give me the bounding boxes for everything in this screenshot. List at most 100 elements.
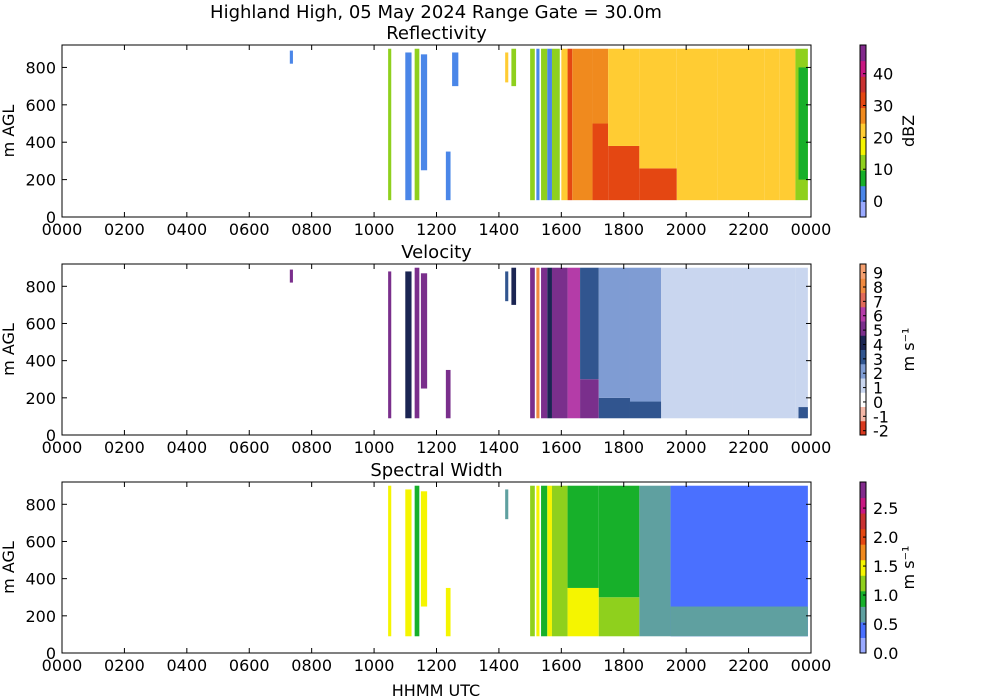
y-axis-label: m AGL xyxy=(0,105,18,158)
heatmap-cell xyxy=(592,123,609,201)
colorbar-segment xyxy=(860,292,866,308)
x-tick-label: 0400 xyxy=(166,656,207,675)
heatmap-cell xyxy=(530,48,535,201)
colorbar-label: m s⁻¹ xyxy=(899,546,918,590)
x-tick-label: 0200 xyxy=(104,220,145,239)
heatmap-cell xyxy=(414,267,420,419)
heatmap-cell xyxy=(536,267,540,419)
heatmap-cells xyxy=(289,267,808,419)
heatmap-cell xyxy=(414,48,420,201)
x-tick-label: 0800 xyxy=(291,438,332,457)
x-tick-label: 0600 xyxy=(229,220,270,239)
colorbar-segment xyxy=(860,201,866,218)
colorbar-segment xyxy=(860,606,866,623)
colorbar-tick-label: 30 xyxy=(873,97,893,116)
colorbar-tick-label: 5 xyxy=(873,321,883,340)
y-tick-label: 600 xyxy=(25,314,56,333)
colorbar-segment xyxy=(860,621,866,638)
heatmap-cell xyxy=(608,48,640,146)
colorbar-segment xyxy=(860,123,866,140)
colorbar-tick-label: 6 xyxy=(873,307,883,326)
y-tick-label: 200 xyxy=(25,389,56,408)
heatmap-cell xyxy=(717,48,765,201)
y-tick-label: 0 xyxy=(46,426,56,445)
heatmap-cell xyxy=(547,48,552,201)
x-tick-label: 2200 xyxy=(728,656,769,675)
heatmap-cell xyxy=(598,485,640,598)
x-tick-label: 0400 xyxy=(166,438,207,457)
colorbar-segment xyxy=(860,335,866,350)
colorbar-tick-label: 1 xyxy=(873,379,883,398)
heatmap-cell xyxy=(670,606,808,637)
colorbar-segment xyxy=(860,497,866,514)
heatmap-cell xyxy=(388,48,392,201)
x-tick-label: 0600 xyxy=(229,438,270,457)
heatmap-cell xyxy=(405,52,412,201)
colorbar-segment xyxy=(860,513,866,530)
heatmap-cell xyxy=(567,587,599,637)
x-tick-label: 1800 xyxy=(603,220,644,239)
heatmap-cell xyxy=(414,485,420,637)
colorbar-segment xyxy=(860,107,866,124)
colorbar-segment xyxy=(860,264,866,279)
heatmap-cell xyxy=(580,267,599,380)
heatmap-cell xyxy=(798,67,808,180)
y-tick-label: 400 xyxy=(25,133,56,152)
y-tick-label: 400 xyxy=(25,570,56,589)
heatmap-cells xyxy=(289,48,808,201)
y-axis-label: m AGL xyxy=(0,541,18,594)
heatmap-cell xyxy=(536,485,540,637)
x-tick-label: 0000 xyxy=(791,438,832,457)
colorbar-segment xyxy=(860,60,866,77)
x-tick-label: 0800 xyxy=(291,656,332,675)
heatmap-cell xyxy=(676,48,718,201)
colorbar-segment xyxy=(860,349,866,365)
heatmap-cell xyxy=(639,485,671,637)
colorbar-tick-label: 0 xyxy=(873,192,883,211)
x-tick-label: 2000 xyxy=(666,656,707,675)
colorbar: 0.0 0.5 1.0 1.5 2.0 2.5 m s⁻¹ xyxy=(859,481,918,663)
heatmap-cell xyxy=(798,407,808,419)
colorbar-segment xyxy=(860,575,866,592)
colorbar-segment xyxy=(860,406,866,422)
heatmap-cell xyxy=(505,271,509,302)
colorbar: 0 10 20 30 40 dBZ xyxy=(859,44,918,218)
y-tick-label: 800 xyxy=(25,495,56,514)
colorbar-tick-label: 8 xyxy=(873,278,883,297)
colorbar-segment xyxy=(860,544,866,561)
x-tick-label: 1600 xyxy=(541,220,582,239)
heatmap-cell xyxy=(779,48,796,201)
heatmap-cell xyxy=(795,267,808,419)
colorbar-tick-label: 0.5 xyxy=(873,615,898,634)
x-tick-label: 0800 xyxy=(291,220,332,239)
heatmap-cell xyxy=(639,168,677,201)
heatmap-cell xyxy=(561,48,568,201)
x-tick-label: 0000 xyxy=(791,220,832,239)
heatmap-cell xyxy=(598,597,640,637)
heatmap-cell xyxy=(547,267,552,419)
heatmap-cell xyxy=(639,48,677,169)
y-tick-label: 200 xyxy=(25,607,56,626)
heatmap-cell xyxy=(551,48,560,201)
x-tick-label: 2200 xyxy=(728,220,769,239)
heatmap-cell xyxy=(505,52,509,83)
heatmap-cell xyxy=(511,48,517,87)
heatmap-cell xyxy=(452,52,459,87)
heatmap-cell xyxy=(420,54,428,171)
x-tick-label: 1200 xyxy=(416,220,457,239)
x-tick-label: 1400 xyxy=(479,220,520,239)
colorbar-tick-label: 2.5 xyxy=(873,499,898,518)
x-tick-label: 0200 xyxy=(104,438,145,457)
x-tick-label: 1000 xyxy=(354,656,395,675)
colorbar-tick-label: 1.5 xyxy=(873,557,898,576)
figure-title: Highland High, 05 May 2024 Range Gate = … xyxy=(210,2,662,23)
colorbar-segment xyxy=(860,482,866,499)
colorbar-segment xyxy=(860,278,866,293)
colorbar-segment xyxy=(860,91,866,109)
x-tick-label: 2000 xyxy=(666,220,707,239)
colorbar-segment xyxy=(860,76,866,93)
